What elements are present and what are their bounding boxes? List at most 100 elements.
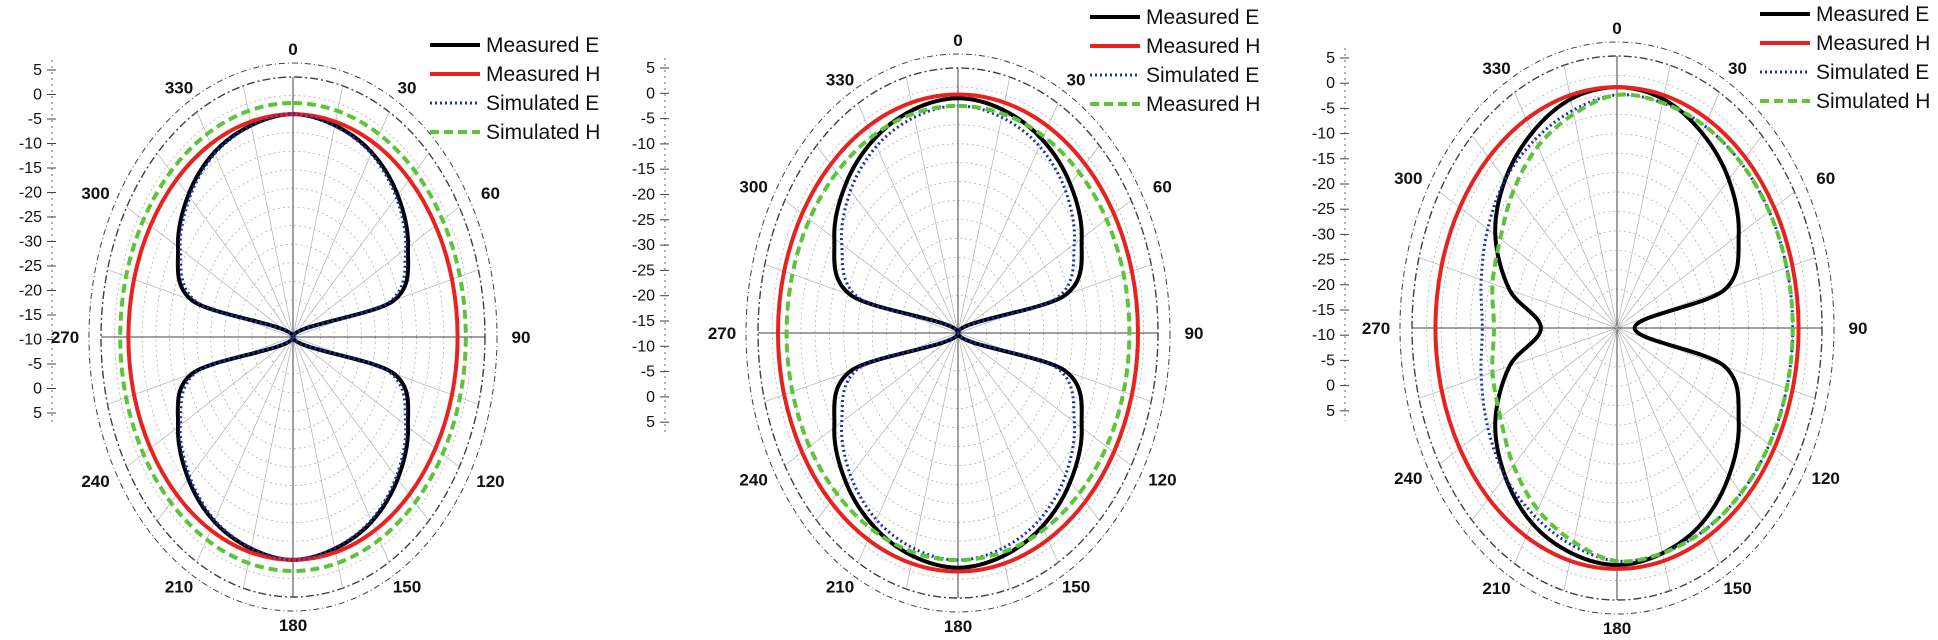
radial-tick-label: -5 [1321, 100, 1335, 117]
radial-tick-label: -10 [632, 338, 655, 355]
grid-spoke [292, 336, 390, 563]
grid-spoke [292, 111, 390, 338]
angular-tick-label: 330 [165, 79, 193, 98]
legend-label: Simulated H [1816, 90, 1930, 113]
radial-tick-label: 0 [33, 87, 42, 104]
radial-tick-label: -15 [1312, 151, 1335, 168]
angular-tick-label: 210 [1482, 579, 1510, 598]
angular-tick-label: 300 [81, 184, 109, 203]
angular-tick-label: 240 [1394, 469, 1422, 488]
grid-spoke [816, 145, 959, 334]
grid-spoke [292, 206, 460, 338]
grid-spoke [126, 206, 294, 338]
radial-tick-label: 0 [1326, 378, 1335, 395]
angular-tick-label: 60 [1816, 169, 1835, 188]
grid-spoke [126, 336, 294, 468]
radial-tick-label: -10 [19, 332, 42, 349]
grid-spoke [816, 332, 959, 521]
grid-spoke [1439, 327, 1618, 465]
outer-frame [88, 62, 498, 612]
legend-label: Simulated E [486, 92, 599, 115]
grid-spoke [1616, 327, 1671, 591]
angular-tick-label: 150 [393, 577, 421, 596]
radial-tick-label: -30 [632, 237, 655, 254]
grid-spoke [857, 332, 959, 563]
angular-tick-label: 180 [1603, 619, 1631, 638]
radial-tick-label: -5 [641, 364, 655, 381]
grid-spoke [1563, 65, 1618, 329]
angular-tick-label: 270 [708, 324, 736, 343]
angular-tick-label: 270 [51, 328, 79, 347]
angular-tick-label: 30 [398, 79, 417, 98]
radial-tick-label: -25 [1312, 252, 1335, 269]
grid-spoke [1616, 135, 1763, 329]
angular-tick-label: 240 [739, 471, 767, 490]
legend-label: Measured E [486, 34, 599, 57]
angular-tick-label: 330 [1482, 59, 1510, 78]
grid-spoke [196, 111, 294, 338]
angular-tick-label: 270 [1362, 319, 1390, 338]
grid-spoke [292, 85, 344, 338]
angular-tick-label: 210 [826, 578, 854, 597]
radial-tick-label: -25 [632, 212, 655, 229]
radial-tick-label: -10 [19, 136, 42, 153]
legend-label: Simulated E [1146, 64, 1259, 87]
radial-tick-label: -20 [19, 283, 42, 300]
grid-spoke [292, 152, 430, 338]
legend-label: Measured H [1146, 35, 1260, 58]
polar-panel-1: 0 30 60 90 120 150 180 210 240 270 300 330 5 0 -5 -10 -1… [19, 34, 601, 635]
radial-tick-label: -5 [28, 111, 42, 128]
grid-spoke [292, 336, 344, 589]
grid-spoke [957, 200, 1132, 334]
series-curve-simulated-h [1490, 92, 1795, 564]
grid-spoke [1418, 257, 1618, 329]
radial-tick-label: 5 [1326, 50, 1335, 67]
grid-spoke [1471, 327, 1618, 521]
radial-tick-label: 5 [33, 62, 42, 79]
angular-tick-label: 120 [476, 472, 504, 491]
outer-frame [1399, 41, 1835, 615]
grid-spoke [905, 76, 959, 334]
radial-tick-label: -25 [1312, 201, 1335, 218]
series-curve-measured-h [776, 92, 1140, 574]
grid-spoke [957, 76, 1011, 334]
angular-tick-label: 180 [944, 617, 972, 636]
grid-spoke [957, 145, 1100, 334]
angular-tick-label: 30 [1728, 59, 1747, 78]
radial-tick-label: 0 [646, 85, 655, 102]
radial-tick-label: -5 [641, 111, 655, 128]
series-curve-measured-h [784, 103, 1132, 563]
grid-spoke [784, 200, 959, 334]
radial-tick-label: -25 [19, 209, 42, 226]
angular-tick-label: 0 [288, 40, 297, 59]
radial-tick-label: -10 [1312, 126, 1335, 143]
legend-label: Measured E [1816, 3, 1929, 26]
radial-tick-label: -5 [28, 356, 42, 373]
grid-spoke [156, 336, 294, 522]
grid-spoke [1616, 92, 1720, 329]
grid-spoke [1616, 327, 1795, 465]
radial-tick-label: -20 [1312, 176, 1335, 193]
legend-label: Simulated E [1816, 61, 1929, 84]
radial-tick-label: 5 [1326, 403, 1335, 420]
grid-spoke [196, 336, 294, 563]
grid-spoke [292, 336, 430, 522]
angular-tick-label: 60 [1153, 178, 1172, 197]
grid-spoke [957, 332, 1100, 521]
polar-panel-2: 0 30 60 90 120 150 180 210 240 270 300 330 5 0 -5 -10 -1… [632, 6, 1261, 636]
grid-spoke [292, 336, 460, 468]
radial-tick-label: 5 [646, 60, 655, 77]
angular-tick-label: 210 [165, 577, 193, 596]
grid-spoke [957, 332, 1132, 466]
grid-spoke [1616, 327, 1763, 521]
legend-label: Simulated H [486, 121, 600, 144]
grid-spoke [905, 332, 959, 590]
radial-tick-label: 0 [646, 389, 655, 406]
angular-tick-label: 240 [81, 472, 109, 491]
radial-tick-label: -15 [19, 160, 42, 177]
radial-tick-label: -15 [632, 313, 655, 330]
angular-tick-label: 90 [512, 328, 531, 347]
grid-spoke [957, 332, 1011, 590]
radial-tick-label: -15 [19, 307, 42, 324]
radial-tick-label: -30 [19, 234, 42, 251]
